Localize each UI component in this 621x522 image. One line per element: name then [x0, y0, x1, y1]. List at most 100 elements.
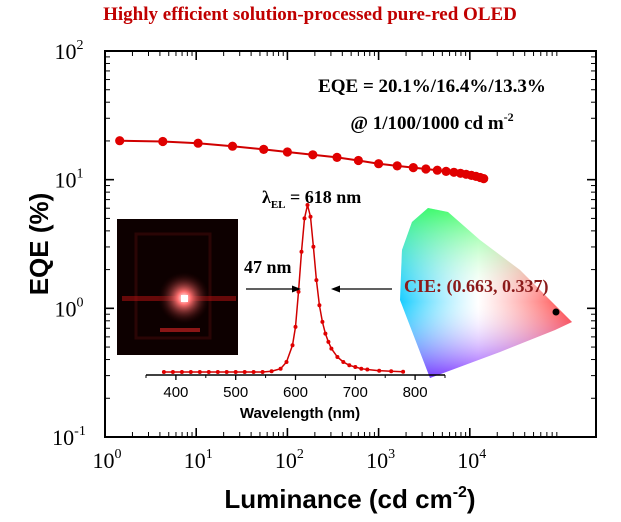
chart-title: Highly efficient solution-processed pure…: [103, 4, 517, 25]
eqe-series-points: [115, 136, 489, 184]
el-data-point: [359, 366, 364, 371]
el-data-point: [290, 343, 295, 348]
el-data-point: [161, 370, 166, 374]
peak-label-value: = 618 nm: [286, 187, 362, 207]
luminance-annotation: @ 1/100/1000 cd m-2: [350, 110, 513, 134]
eqe-data-point: [392, 161, 402, 171]
x-axis-label-superscript: -2: [453, 484, 467, 501]
el-data-point: [299, 249, 304, 254]
x-tick-base: 10: [275, 448, 297, 473]
y-tick-base: 10: [55, 39, 77, 64]
el-data-point: [305, 203, 310, 207]
el-data-point: [302, 216, 307, 221]
el-data-point: [215, 370, 220, 374]
x-tick-base: 10: [184, 448, 206, 473]
el-data-point: [206, 370, 211, 374]
eqe-data-point: [259, 144, 269, 154]
y-tick-base: 10: [55, 168, 77, 193]
luminance-annotation-superscript: -2: [504, 110, 514, 124]
cie-label: CIE: (0.663, 0.337): [404, 276, 549, 297]
x-tick-label: 102: [275, 447, 304, 473]
y-tick-label: 100: [55, 295, 84, 321]
eqe-data-point: [193, 138, 203, 148]
el-data-point: [308, 214, 313, 219]
peak-label-subscript: EL: [271, 199, 286, 211]
eqe-series-line: [119, 139, 484, 180]
device-photo: [117, 219, 238, 355]
x-tick-base: 10: [93, 448, 115, 473]
plot-frame: [104, 50, 597, 438]
luminance-annotation-text: @ 1/100/1000 cd m: [350, 113, 503, 134]
eqe-data-point: [479, 174, 489, 184]
el-data-point: [389, 369, 394, 374]
x-tick-exponent: 1: [206, 447, 213, 462]
el-data-point: [188, 370, 193, 374]
el-data-point: [251, 370, 256, 374]
peak-label: λEL = 618 nm: [262, 187, 361, 211]
y-tick-label: 10-1: [52, 424, 86, 450]
y-tick-label: 101: [55, 167, 84, 193]
eqe-annotation: EQE = 20.1%/16.4%/13.3%: [318, 76, 546, 97]
x-tick-exponent: 3: [388, 447, 395, 462]
eqe-data-point: [158, 136, 168, 147]
fwhm-label: 47 nm: [244, 257, 292, 277]
fwhm-right-arrow: [331, 285, 392, 293]
el-data-point: [293, 324, 298, 329]
x-tick-exponent: 2: [297, 447, 304, 462]
el-data-point: [314, 278, 319, 283]
x-tick-exponent: 4: [479, 447, 486, 462]
x-axis-label: Luminance (cd cm-2): [224, 484, 475, 514]
x-axis-label-close: ): [467, 484, 476, 514]
el-data-point: [341, 360, 346, 364]
eqe-data-point: [115, 136, 125, 146]
el-data-point: [401, 369, 406, 374]
eqe-data-point: [432, 165, 442, 175]
el-data-point: [269, 369, 274, 374]
eqe-data-point: [353, 155, 363, 166]
el-data-point: [179, 370, 184, 374]
x-tick-label: 101: [184, 447, 213, 473]
eqe-data-point: [308, 150, 318, 160]
x-tick-base: 10: [366, 448, 388, 473]
y-tick-base: 10: [55, 296, 77, 321]
inset-x-ticks: 400 500 600 700 800: [145, 375, 446, 401]
x-tick-base: 10: [457, 448, 479, 473]
x-tick-label: 104: [457, 447, 486, 473]
el-data-point: [365, 367, 370, 372]
inset-x-tick-label: 800: [403, 384, 428, 401]
x-tick-exponent: 0: [115, 447, 122, 462]
y-tick-exponent: 0: [77, 295, 84, 310]
eqe-data-point: [332, 152, 342, 162]
peak-label-lambda: λ: [262, 187, 271, 207]
y-tick-exponent: 1: [77, 167, 84, 182]
x-tick-label: 103: [366, 447, 395, 473]
el-data-point: [296, 289, 301, 294]
eqe-data-point: [421, 164, 431, 174]
el-data-point: [320, 319, 325, 324]
x-axis-label-text: Luminance (cd cm: [224, 484, 452, 514]
eqe-data-point: [282, 147, 292, 157]
el-data-point: [353, 365, 358, 369]
eqe-data-point: [374, 159, 384, 169]
el-data-point: [224, 370, 229, 374]
eqe-data-point: [441, 166, 451, 176]
inset-x-axis-label: Wavelength (nm): [240, 405, 360, 422]
el-data-point: [335, 355, 340, 359]
el-data-point: [323, 331, 328, 336]
inset-x-tick-label: 600: [283, 384, 308, 401]
el-spectrum-points: [161, 203, 406, 374]
el-data-point: [317, 303, 322, 308]
el-data-point: [260, 370, 265, 374]
y-axis-label: EQE (%): [24, 193, 54, 296]
fwhm-left-arrow: [246, 285, 301, 293]
y-tick-exponent: -1: [74, 424, 86, 439]
x-tick-label: 100: [93, 447, 122, 473]
el-data-point: [197, 370, 202, 374]
el-data-point: [326, 339, 331, 344]
el-data-point: [233, 370, 238, 374]
cie-point: [552, 308, 560, 316]
y-tick-label: 102: [55, 38, 84, 64]
el-data-point: [170, 370, 175, 374]
